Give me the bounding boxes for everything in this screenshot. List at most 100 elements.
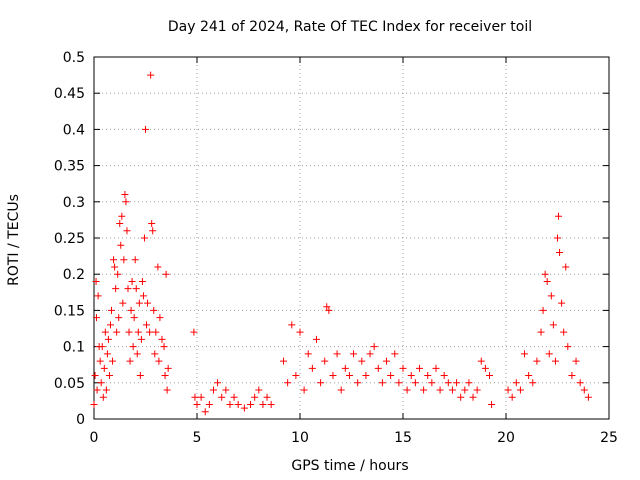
data-point (151, 350, 159, 358)
data-point (329, 372, 337, 380)
data-point (138, 277, 146, 285)
data-point (374, 364, 382, 372)
data-point (230, 393, 238, 401)
data-point (136, 372, 144, 380)
data-point (158, 335, 166, 343)
data-point (362, 372, 370, 380)
data-point (554, 234, 561, 242)
data-point (545, 350, 553, 358)
data-point (533, 357, 541, 365)
data-point (146, 328, 154, 336)
data-point (477, 357, 485, 365)
data-point (222, 386, 230, 394)
data-point (142, 125, 149, 133)
data-point (555, 212, 563, 220)
data-point (395, 379, 403, 387)
data-point (403, 386, 411, 394)
data-point (139, 292, 147, 300)
data-point (162, 270, 170, 278)
data-point (115, 314, 123, 322)
y-tick-label: 0.4 (63, 122, 85, 138)
data-point (568, 372, 576, 380)
data-point (112, 285, 120, 293)
data-point (102, 386, 110, 394)
data-point (137, 335, 145, 343)
data-point (584, 393, 592, 401)
data-point (226, 401, 234, 409)
y-axis-label: ROTI / TECUs (6, 194, 22, 286)
data-point (521, 350, 529, 358)
data-point (191, 393, 199, 401)
data-point (391, 350, 399, 358)
y-tick-label: 0.5 (63, 50, 85, 66)
data-point (114, 270, 122, 278)
data-point (321, 357, 329, 365)
data-point (90, 401, 98, 409)
data-point (325, 306, 333, 314)
data-point (259, 401, 267, 409)
data-point (300, 386, 308, 394)
data-point (516, 386, 524, 394)
data-point (488, 401, 496, 409)
data-point (333, 350, 341, 358)
y-tick-label: 0.2 (63, 267, 85, 283)
data-point (113, 328, 121, 336)
data-point (140, 234, 148, 242)
data-point (560, 328, 568, 336)
data-point (420, 386, 428, 394)
data-point (104, 335, 112, 343)
y-tick-label: 0.25 (54, 231, 85, 247)
data-point (383, 357, 391, 365)
data-point (580, 386, 588, 394)
data-point (99, 393, 107, 401)
data-point (407, 372, 415, 380)
y-tick-label: 0.05 (54, 376, 85, 392)
data-point (134, 328, 142, 336)
x-tick-label: 10 (291, 430, 309, 446)
data-point (576, 379, 584, 387)
data-point (126, 357, 134, 365)
data-point (564, 343, 572, 351)
x-tick-label: 15 (394, 430, 412, 446)
data-point (110, 256, 118, 264)
data-point (263, 393, 271, 401)
data-point (292, 372, 300, 380)
y-tick-label: 0.45 (54, 86, 85, 102)
data-point (537, 328, 545, 336)
data-point (469, 393, 477, 401)
data-point (428, 379, 436, 387)
y-tick-label: 0.3 (63, 195, 85, 211)
data-point (424, 372, 432, 380)
data-point (119, 299, 127, 307)
data-point (111, 263, 119, 271)
data-point (121, 191, 129, 199)
data-point (345, 372, 353, 380)
data-point (358, 357, 366, 365)
data-point (135, 299, 143, 307)
data-point (127, 306, 135, 314)
data-point (541, 270, 549, 278)
data-point (161, 372, 169, 380)
data-point (549, 321, 557, 329)
data-point (387, 372, 395, 380)
data-point (366, 350, 374, 358)
data-point (354, 379, 362, 387)
data-point (98, 343, 106, 351)
data-point (317, 379, 325, 387)
data-point (193, 401, 201, 409)
data-point (160, 343, 168, 351)
data-point (296, 328, 304, 336)
data-point (461, 386, 469, 394)
x-tick-label: 20 (497, 430, 515, 446)
data-point (92, 314, 100, 322)
data-marks (90, 71, 592, 416)
data-point (133, 350, 141, 358)
data-point (543, 277, 551, 285)
data-point (572, 357, 580, 365)
data-point (399, 364, 407, 372)
data-point (547, 292, 555, 300)
data-point (551, 357, 559, 365)
data-point (473, 386, 481, 394)
data-point (453, 379, 461, 387)
data-point (131, 256, 139, 264)
